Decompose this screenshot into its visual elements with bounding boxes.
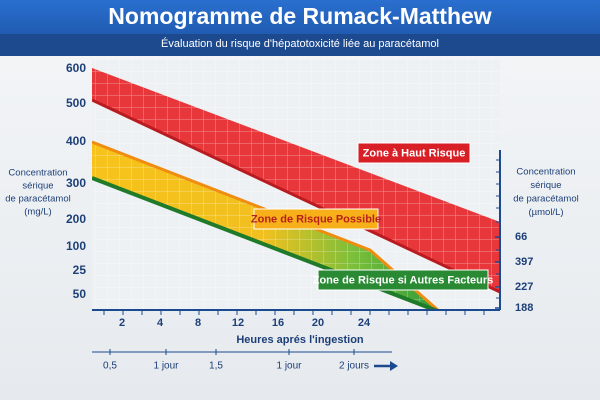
- right-tick-label: 397: [515, 256, 533, 268]
- x-tick-label: 24: [358, 317, 371, 329]
- zone-label: Zone à Haut Risque: [363, 147, 466, 159]
- x-tick-label: 20: [312, 317, 324, 329]
- right-tick-label: 66: [515, 231, 527, 243]
- left-axis-label: sérique: [22, 181, 53, 192]
- zone-label: Zone de Risque si Autres Facteurs: [313, 274, 494, 286]
- timeline-label: 1 jour: [276, 361, 302, 372]
- left-axis-label: de paracétamol: [5, 194, 70, 205]
- left-tick-label: 400: [66, 134, 86, 148]
- zone-label-box: [253, 208, 379, 230]
- right-tick-label: 227: [515, 281, 533, 293]
- timeline-label: 1 jour: [153, 361, 179, 372]
- timeline-arrowhead: [390, 361, 398, 371]
- left-tick-label: 500: [66, 96, 86, 110]
- right-tick-label: 188: [515, 302, 533, 314]
- right-axis-label: (µmol/L): [528, 207, 563, 218]
- left-tick-label: 200: [66, 212, 86, 226]
- timeline-label: 2 jours: [339, 361, 369, 372]
- left-tick-label: 25: [73, 263, 87, 277]
- x-axis-label: Heures aprés l'ingestion: [236, 334, 364, 346]
- title: Nomogramme de Rumack-Matthew: [108, 3, 492, 29]
- left-tick-label: 100: [66, 239, 86, 253]
- left-tick-label: 600: [66, 61, 86, 75]
- subheader: [0, 34, 600, 56]
- right-axis-label: de paracétamol: [513, 194, 578, 205]
- right-axis-label: sérique: [530, 180, 561, 191]
- left-axis-label: Concentration: [8, 168, 67, 179]
- x-tick-label: 8: [195, 317, 201, 329]
- left-axis-label: (mg/L): [24, 207, 51, 218]
- high-risk-line: [92, 98, 500, 294]
- timeline-label: 0,5: [103, 361, 117, 372]
- x-tick-label: 12: [232, 317, 244, 329]
- left-tick-label: 50: [73, 287, 87, 301]
- timeline-label: 1,5: [209, 361, 223, 372]
- high-risk-grid: [92, 68, 500, 292]
- x-tick-label: 16: [272, 317, 284, 329]
- left-tick-label: 300: [66, 176, 86, 190]
- zone-label: Zone de Risque Possible: [251, 213, 381, 225]
- x-tick-label: 4: [157, 317, 164, 329]
- right-axis-label: Concentration: [516, 167, 575, 178]
- zone-label-box: [317, 269, 489, 291]
- zone-label-box: [357, 142, 471, 164]
- possible-risk-line: [92, 140, 441, 310]
- subtitle: Évaluation du risque d'hépatotoxicité li…: [161, 37, 439, 50]
- x-tick-label: 2: [119, 317, 125, 329]
